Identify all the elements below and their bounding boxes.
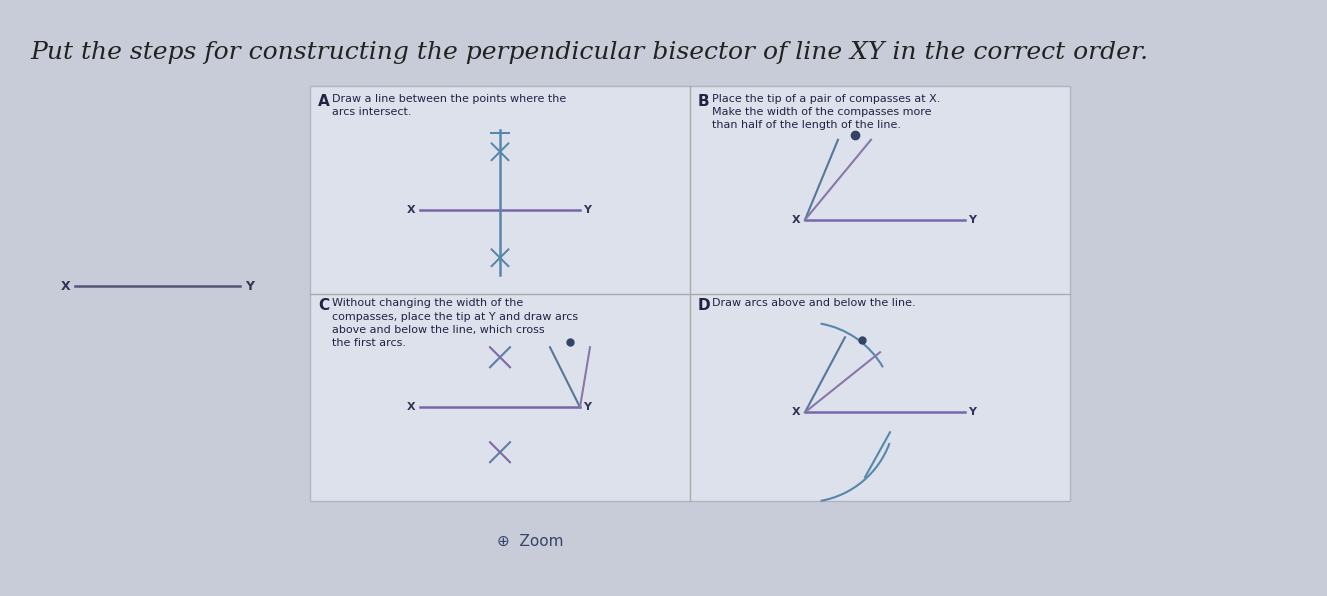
Text: X: X [60, 280, 70, 293]
Text: Place the tip of a pair of compasses at X.
Make the width of the compasses more
: Place the tip of a pair of compasses at … [713, 94, 941, 131]
Text: Y: Y [967, 215, 975, 225]
Text: A: A [318, 94, 329, 109]
Text: Draw a line between the points where the
arcs intersect.: Draw a line between the points where the… [332, 94, 567, 117]
Text: Y: Y [583, 402, 591, 412]
Text: Draw arcs above and below the line.: Draw arcs above and below the line. [713, 299, 916, 309]
Text: X: X [406, 205, 415, 215]
Text: Put the steps for constructing the perpendicular bisector of line XY in the corr: Put the steps for constructing the perpe… [31, 41, 1148, 64]
Text: Y: Y [583, 205, 591, 215]
FancyBboxPatch shape [311, 86, 1070, 501]
Text: C: C [318, 299, 329, 313]
Text: X: X [791, 215, 800, 225]
Text: ⊕  Zoom: ⊕ Zoom [496, 533, 563, 548]
Text: Without changing the width of the
compasses, place the tip at Y and draw arcs
ab: Without changing the width of the compas… [332, 299, 579, 348]
Text: B: B [698, 94, 710, 109]
Text: X: X [791, 407, 800, 417]
Text: X: X [406, 402, 415, 412]
Text: D: D [698, 299, 711, 313]
Text: Y: Y [245, 280, 253, 293]
Text: Y: Y [967, 407, 975, 417]
